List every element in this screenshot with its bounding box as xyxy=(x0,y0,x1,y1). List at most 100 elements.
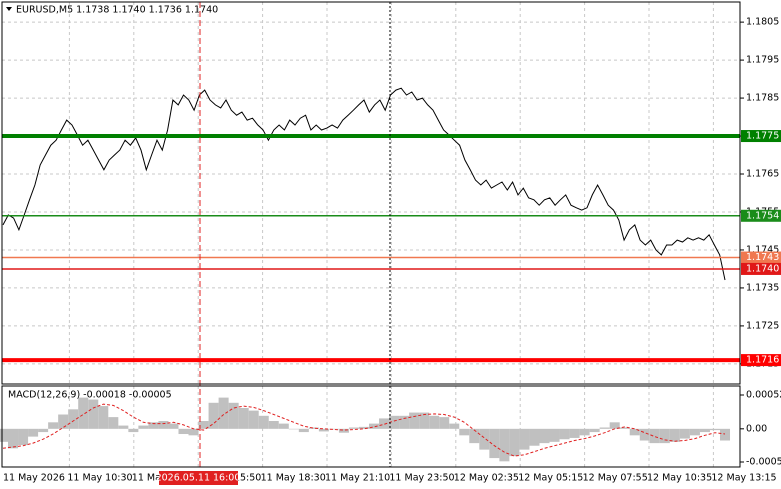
macd-bar xyxy=(248,410,259,429)
level-label-bg xyxy=(741,209,781,222)
macd-bar xyxy=(459,428,470,436)
macd-bar xyxy=(288,428,299,430)
macd-bar xyxy=(98,406,109,429)
macd-bar xyxy=(68,409,79,429)
level-label: 1.1716 xyxy=(746,355,779,366)
x-tick-label: 11 May 10:30 xyxy=(67,473,132,484)
macd-bar xyxy=(28,428,39,437)
macd-bar xyxy=(569,428,580,438)
marker-label: 2026.05.11 16:00 xyxy=(156,473,241,484)
macd-bar xyxy=(358,426,370,429)
level-label: 1.1754 xyxy=(746,210,779,221)
x-tick-label: 12 May 02:35 xyxy=(454,473,519,484)
macd-bar xyxy=(549,428,560,442)
level-label-bg xyxy=(741,130,781,143)
macd-bar xyxy=(188,428,199,436)
y-tick-label: 1.1785 xyxy=(746,93,779,104)
macd-bar xyxy=(509,428,520,457)
macd-bar xyxy=(419,412,430,429)
labels: 1.18051.17951.17851.17751.17651.17551.17… xyxy=(3,17,781,484)
macd-bar xyxy=(278,423,289,429)
macd-bar xyxy=(178,428,189,435)
macd-bar xyxy=(258,415,269,429)
macd-bar xyxy=(38,428,49,433)
macd-bar xyxy=(719,428,731,441)
macd-bar xyxy=(128,428,139,433)
macd-bar xyxy=(429,415,440,429)
macd-bar xyxy=(639,428,650,441)
macd-bar xyxy=(589,428,600,433)
macd-bar xyxy=(168,423,179,429)
macd-bar xyxy=(18,428,29,446)
macd-bar xyxy=(689,428,700,436)
macd-bar xyxy=(298,428,309,433)
x-tick-label: 11 May 23:50 xyxy=(389,473,454,484)
macd-bar xyxy=(449,423,460,429)
macd-bar xyxy=(328,428,339,430)
macd-bar xyxy=(218,397,229,429)
x-tick-label: 12 May 07:55 xyxy=(583,473,648,484)
macd-bar xyxy=(389,415,400,429)
macd-bar xyxy=(58,414,69,429)
level-label-bg xyxy=(741,262,781,275)
macd-bar xyxy=(519,428,530,450)
y-tick-label: -0.00051 xyxy=(746,456,781,467)
macd-bar xyxy=(88,399,99,429)
x-tick-label: 11 May 2026 xyxy=(3,473,65,484)
x-tick-label: 12 May 10:35 xyxy=(647,473,712,484)
macd-bar xyxy=(399,415,410,429)
macd-bar xyxy=(649,428,660,444)
macd-bar xyxy=(539,428,550,444)
y-tick-label: 1.1805 xyxy=(746,17,779,28)
macd-bar xyxy=(369,423,380,429)
grid xyxy=(2,2,740,467)
macd-bar xyxy=(238,408,249,429)
macd-bar xyxy=(158,421,169,429)
macd-bar xyxy=(499,428,510,462)
macd-bar xyxy=(479,428,490,450)
menu-arrow[interactable] xyxy=(6,7,12,11)
macd-bar xyxy=(629,428,640,436)
macd-bar xyxy=(268,421,279,429)
price-line xyxy=(2,87,726,281)
macd-bar xyxy=(308,427,319,429)
macd-title: MACD(12,26,9) -0.00018 -0.00005 xyxy=(8,390,172,401)
macd-bar xyxy=(709,428,720,431)
macd-bar xyxy=(338,428,349,433)
level-label-bg xyxy=(741,354,781,367)
macd-bar xyxy=(609,422,620,429)
level-label-bg xyxy=(741,251,781,264)
y-tick-label: 1.1745 xyxy=(746,244,779,255)
macd-bar xyxy=(579,428,590,436)
y-tick-label: 1.1765 xyxy=(746,169,779,180)
marker-label-bg xyxy=(159,471,238,485)
macd-bar xyxy=(659,428,670,444)
macd-frame xyxy=(1,385,741,468)
macd-bar xyxy=(108,417,119,429)
macd-bar xyxy=(379,418,390,429)
macd-bar xyxy=(529,428,540,446)
plot xyxy=(0,87,740,462)
macd-bar xyxy=(599,427,610,429)
macd-bar xyxy=(439,417,450,429)
y-tick-label: 1.1735 xyxy=(746,282,779,293)
macd-bar xyxy=(148,422,159,429)
x-tick-label: 11 May 18:30 xyxy=(261,473,326,484)
level-label: 1.1740 xyxy=(746,263,779,274)
x-tick-label: 12 May 05:15 xyxy=(518,473,583,484)
macd-bar xyxy=(409,412,420,429)
signal-line xyxy=(2,403,726,457)
macd-bar xyxy=(559,428,570,440)
macd-bar xyxy=(489,428,500,459)
level-label: 1.1743 xyxy=(746,252,779,263)
macd-bar xyxy=(48,422,59,429)
macd-bar xyxy=(118,425,129,429)
macd-bar xyxy=(699,428,710,433)
x-tick-label: 11 May 21:10 xyxy=(325,473,390,484)
macd-bar xyxy=(669,428,680,442)
macd-bar xyxy=(619,427,630,429)
x-tick-label: 12 May 13:15 xyxy=(711,473,776,484)
y-tick-label: 1.1725 xyxy=(746,320,779,331)
chart-title: EURUSD,M5 1.1738 1.1740 1.1736 1.1740 xyxy=(16,5,218,16)
